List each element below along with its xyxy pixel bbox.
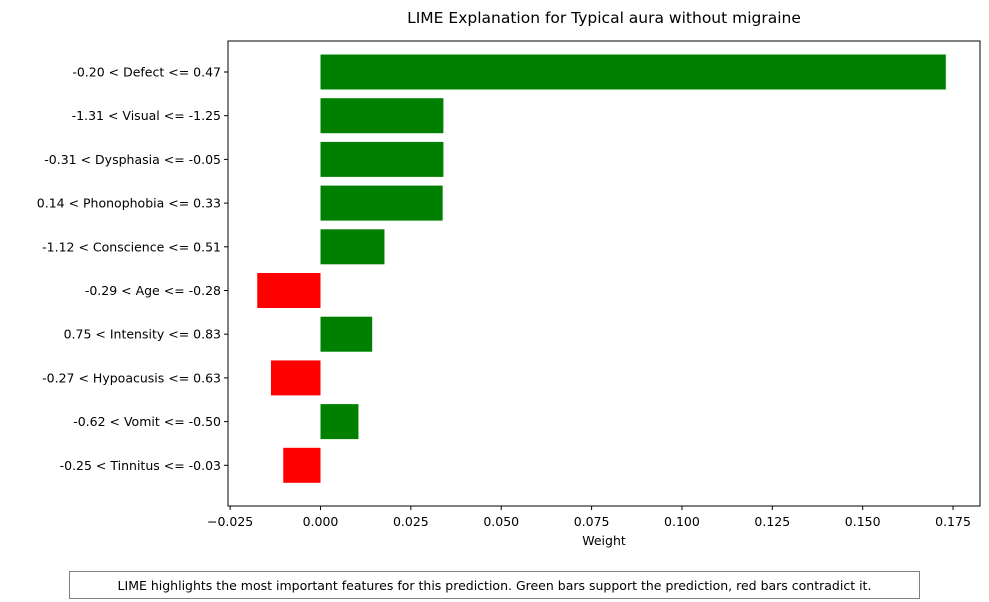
bar-8	[320, 404, 359, 440]
x-tick-label: −0.025	[207, 514, 253, 529]
x-axis-label: Weight	[582, 533, 626, 548]
y-tick-label: -1.12 < Conscience <= 0.51	[42, 239, 221, 254]
y-tick-label: -0.29 < Age <= -0.28	[85, 283, 221, 298]
y-tick-label: -0.27 < Hypoacusis <= 0.63	[42, 370, 221, 385]
x-tick-label: 0.175	[935, 514, 971, 529]
plot-area-frame	[227, 40, 981, 507]
x-tick-label: 0.000	[303, 514, 339, 529]
bar-1	[320, 98, 444, 134]
x-tick-label: 0.075	[574, 514, 610, 529]
x-tick-label: 0.150	[845, 514, 881, 529]
caption-box: LIME highlights the most important featu…	[69, 571, 920, 599]
chart-title: LIME Explanation for Typical aura withou…	[407, 9, 801, 27]
y-tick-label: -0.25 < Tinnitus <= -0.03	[60, 458, 221, 473]
bars-layer	[257, 54, 946, 483]
bar-5	[257, 273, 321, 308]
y-tick-label: -0.20 < Defect <= 0.47	[72, 65, 221, 80]
bar-9	[283, 447, 321, 483]
x-tick-label: 0.025	[393, 514, 429, 529]
bar-2	[320, 141, 444, 177]
y-tick-label: -1.31 < Visual <= -1.25	[72, 108, 221, 123]
bar-3	[320, 185, 443, 221]
y-tick-label: 0.14 < Phonophobia <= 0.33	[37, 196, 221, 211]
y-tick-label: 0.75 < Intensity <= 0.83	[64, 327, 221, 342]
bar-6	[320, 316, 373, 352]
x-tick-label: 0.125	[754, 514, 790, 529]
caption-text: LIME highlights the most important featu…	[117, 577, 872, 593]
x-tick-label: 0.100	[664, 514, 700, 529]
bar-4	[320, 229, 385, 265]
y-tick-label: -0.62 < Vomit <= -0.50	[73, 414, 221, 429]
x-axis-ticks: −0.025 0.000 0.025 0.050 0.075 0.100 0.125 0.15…	[207, 506, 971, 529]
y-axis-ticks: -0.20 < Defect <= 0.47 -1.31 < Visual <= …	[37, 65, 228, 473]
bar-7	[270, 360, 321, 396]
y-tick-label: -0.31 < Dysphasia <= -0.05	[44, 152, 221, 167]
x-tick-label: 0.050	[483, 514, 519, 529]
bar-0	[320, 54, 946, 90]
